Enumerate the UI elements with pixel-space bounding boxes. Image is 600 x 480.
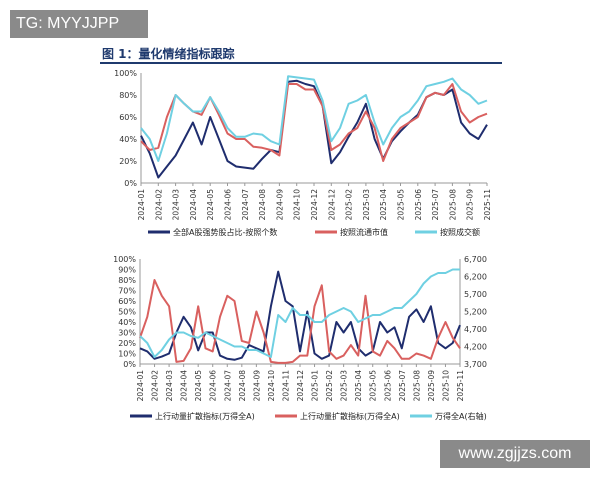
x-tick-label: 2025-09 bbox=[466, 189, 475, 221]
x-tick-label: 2024-04 bbox=[180, 370, 189, 402]
x-tick-label: 2024-12 bbox=[310, 189, 319, 221]
y-tick-label: 100% bbox=[114, 69, 137, 78]
y-tick-label: 80% bbox=[118, 276, 136, 285]
y2-tick-label: 3,700 bbox=[464, 360, 487, 369]
x-tick-label: 2025-04 bbox=[379, 189, 388, 221]
y2-tick-label: 4,700 bbox=[464, 325, 487, 334]
x-tick-label: 2025-04 bbox=[354, 370, 363, 402]
y2-tick-label: 5,200 bbox=[464, 308, 487, 317]
title-underline bbox=[100, 62, 502, 64]
y-tick-label: 60% bbox=[119, 113, 137, 122]
x-tick-label: 2024-01 bbox=[136, 370, 145, 402]
x-tick-label: 2025-02 bbox=[325, 370, 334, 402]
x-tick-label: 2025-11 bbox=[483, 189, 492, 221]
y2-tick-label: 6,200 bbox=[464, 273, 487, 282]
x-tick-label: 2025-02 bbox=[345, 189, 354, 221]
legend-label-3: 按照成交额 bbox=[440, 227, 480, 237]
x-tick-label: 2024-02 bbox=[154, 189, 163, 221]
x-tick-label: 2025-05 bbox=[369, 370, 378, 402]
x-tick-label: 2024-02 bbox=[151, 370, 160, 402]
x-tick-label: 2024-12 bbox=[296, 370, 305, 402]
x-tick-label: 2024-07 bbox=[241, 189, 250, 221]
x-tick-label: 2025-03 bbox=[362, 189, 371, 221]
x-tick-label: 2025-08 bbox=[448, 189, 457, 221]
y-tick-label: 100% bbox=[113, 255, 136, 264]
x-tick-label: 2025-07 bbox=[398, 370, 407, 402]
x-tick-label: 2024-10 bbox=[267, 370, 276, 402]
y-tick-label: 40% bbox=[118, 318, 136, 327]
y2-tick-label: 6,700 bbox=[464, 255, 487, 264]
x-tick-label: 2025-06 bbox=[383, 370, 392, 402]
series-line-2 bbox=[139, 279, 461, 364]
x-tick-label: 2024-03 bbox=[165, 370, 174, 402]
x-tick-label: 2025-01 bbox=[311, 370, 320, 402]
x-tick-label: 2024-01 bbox=[137, 189, 146, 221]
x-tick-label: 2024-06 bbox=[209, 370, 218, 402]
y-tick-label: 20% bbox=[119, 157, 137, 166]
figure-title: 图 1：量化情绪指标跟踪 bbox=[102, 47, 235, 61]
y-tick-label: 90% bbox=[118, 266, 136, 275]
legend-label-1: 全部A股强势股占比-按照个数 bbox=[173, 227, 277, 237]
chart-2: 0%10% 20%30% 40%50% 60%70% 80%90% 100% 3,700 4,… bbox=[113, 255, 487, 421]
x-tick-label: 2024-03 bbox=[172, 189, 181, 221]
x-tick-label: 2024-05 bbox=[194, 370, 203, 402]
series-line-3 bbox=[140, 75, 488, 162]
x-tick-label: 2024-06 bbox=[224, 189, 233, 221]
x-tick-label: 2025-06 bbox=[414, 189, 423, 221]
y2-tick-label: 5,700 bbox=[464, 290, 487, 299]
legend-label-2: 按照流通市值 bbox=[340, 227, 388, 237]
x-tick-label: 2025-03 bbox=[340, 370, 349, 402]
y-tick-label: 50% bbox=[118, 308, 136, 317]
watermark-bottom-right: www.zgjjzs.com bbox=[440, 440, 590, 468]
y-tick-label: 0% bbox=[124, 179, 137, 188]
chart-1: 0% 20% 40% 60% 80% 100% 2024-01 2024-02 2024-03 2… bbox=[114, 69, 492, 237]
y-tick-label: 30% bbox=[118, 329, 136, 338]
x-tick-label: 2024-04 bbox=[189, 189, 198, 221]
x-tick-label: 2025-05 bbox=[397, 189, 406, 221]
y-tick-label: 0% bbox=[123, 360, 136, 369]
x-tick-label: 2024-09 bbox=[252, 370, 261, 402]
x-tick-label: 2024-11 bbox=[281, 370, 290, 402]
legend-label-2: 上行动量扩散指标(万得全A) bbox=[300, 411, 400, 421]
legend-label-3: 万得全A(右轴) bbox=[435, 411, 487, 421]
x-tick-label: 2024-10 bbox=[293, 189, 302, 221]
x-tick-label: 2025-11 bbox=[456, 370, 465, 402]
x-tick-label: 2025-07 bbox=[431, 189, 440, 221]
y-tick-label: 20% bbox=[118, 339, 136, 348]
series-line-1 bbox=[140, 79, 488, 179]
x-tick-label: 2025-08 bbox=[412, 370, 421, 402]
x-tick-label: 2024-09 bbox=[275, 189, 284, 221]
series-line-2 bbox=[140, 83, 488, 162]
y-tick-label: 60% bbox=[118, 297, 136, 306]
y-tick-label: 40% bbox=[119, 135, 137, 144]
y-tick-label: 10% bbox=[118, 350, 136, 359]
y-tick-label: 70% bbox=[118, 287, 136, 296]
legend-label-1: 上行动量扩散指标(万得全A) bbox=[155, 411, 255, 421]
x-tick-label: 2024-08 bbox=[258, 189, 267, 221]
x-tick-label: 2025-09 bbox=[427, 370, 436, 402]
watermark-top-left: TG: MYYJJPP bbox=[10, 10, 148, 38]
y-tick-label: 80% bbox=[119, 91, 137, 100]
series-line-3 bbox=[139, 268, 460, 358]
x-tick-label: 2024-08 bbox=[238, 370, 247, 402]
y2-tick-label: 4,200 bbox=[464, 343, 487, 352]
x-tick-label: 2024-05 bbox=[206, 189, 215, 221]
x-tick-label: 2025-10 bbox=[441, 370, 450, 402]
x-tick-label: 2024-07 bbox=[223, 370, 232, 402]
x-tick-label: 2024-12 bbox=[327, 189, 336, 221]
